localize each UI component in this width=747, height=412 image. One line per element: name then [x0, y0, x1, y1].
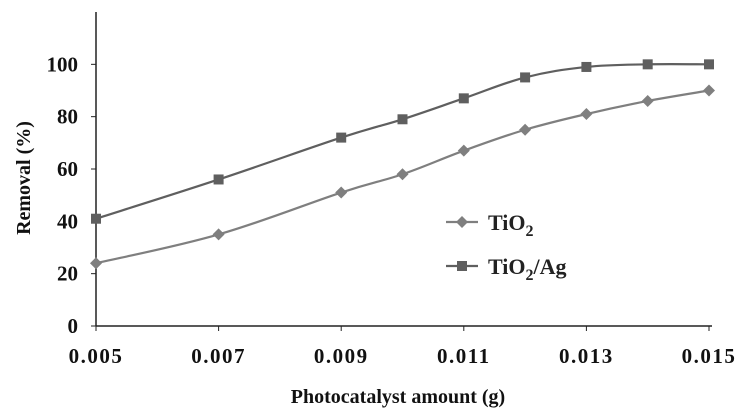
data-point-tio2	[212, 228, 225, 241]
data-point-tio2	[519, 123, 532, 136]
x-tick-label: 0.013	[559, 344, 614, 368]
data-point-tio2	[641, 94, 654, 107]
x-tick-label: 0.011	[437, 344, 491, 368]
data-point-tio2-ag	[336, 132, 347, 143]
series-tio2-ag	[91, 59, 714, 224]
data-point-tio2-ag	[581, 61, 592, 72]
y-tick-label: 100	[47, 52, 79, 76]
data-point-tio2	[703, 84, 715, 97]
y-tick-label: 0	[68, 314, 79, 338]
data-point-tio2-ag	[91, 213, 101, 224]
x-axis-title: Photocatalyst amount (g)	[291, 386, 505, 408]
data-point-tio2	[580, 108, 593, 121]
series-tio2	[90, 84, 715, 270]
axes: 0 20 40 60 80 100 0.005 0.007 0.009 0.011 0.013 0.0…	[47, 12, 737, 368]
series-line-tio2-ag	[95, 63, 710, 220]
data-point-tio2-ag	[520, 72, 531, 83]
data-point-tio2	[335, 186, 348, 199]
legend-marker-diamond	[456, 216, 468, 228]
legend-item-tio2: TiO2	[446, 210, 534, 240]
y-tick-label: 20	[57, 262, 78, 286]
x-tick-label: 0.005	[69, 344, 124, 368]
legend-marker-square	[457, 261, 467, 271]
y-tick-label: 80	[57, 105, 78, 129]
data-point-tio2-ag	[704, 59, 714, 70]
x-tick-label: 0.007	[191, 344, 246, 368]
y-tick-label: 60	[57, 157, 78, 181]
data-point-tio2	[457, 144, 470, 157]
y-tick-label: 40	[57, 209, 78, 233]
legend-item-tio2-ag: TiO2/Ag	[446, 254, 567, 284]
data-point-tio2	[90, 257, 102, 270]
legend-label-tio2: TiO2	[488, 210, 534, 240]
x-tick-label: 0.015	[682, 344, 737, 368]
legend: TiO2 TiO2/Ag	[446, 210, 567, 284]
y-axis-title: Removal (%)	[13, 121, 35, 235]
data-point-tio2-ag	[642, 59, 653, 70]
data-point-tio2-ag	[458, 93, 469, 104]
legend-label-tio2-ag: TiO2/Ag	[488, 254, 567, 284]
data-point-tio2-ag	[397, 114, 408, 125]
series-layer	[90, 59, 715, 270]
data-point-tio2	[396, 168, 409, 181]
data-point-tio2-ag	[213, 174, 224, 185]
x-tick-label: 0.009	[314, 344, 369, 368]
